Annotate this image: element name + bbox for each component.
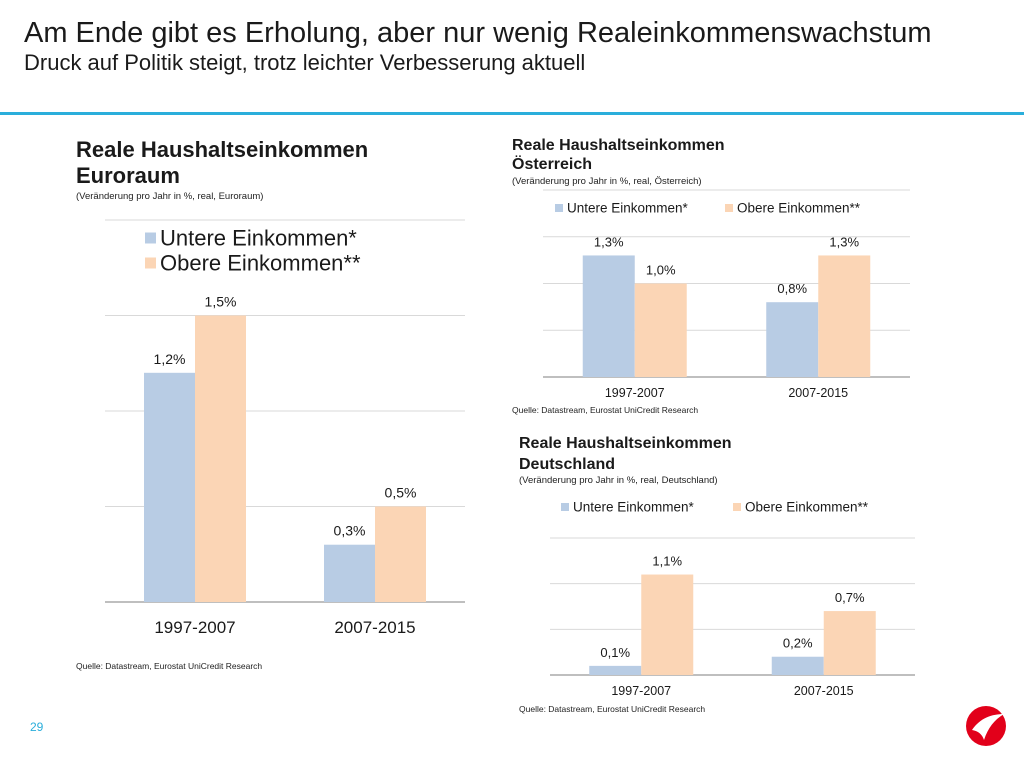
euro-legend-label-1: Obere Einkommen**: [160, 251, 361, 276]
euro-data-label-0-0: 1,2%: [154, 351, 186, 367]
de-category-label-0: 1997-2007: [611, 684, 671, 698]
euro-data-label-1-1: 0,5%: [385, 485, 417, 501]
euro-bar-lower-1: [324, 544, 375, 602]
chart-at-title-region: Österreich: [512, 156, 593, 173]
de-data-label-0-0: 0,1%: [600, 645, 630, 660]
euro-category-label-0: 1997-2007: [154, 618, 235, 637]
de-category-label-1: 2007-2015: [794, 684, 854, 698]
at-data-label-0-1: 0,8%: [777, 281, 807, 296]
page-subtitle: Druck auf Politik steigt, trotz leichter…: [24, 50, 586, 75]
page-title: Am Ende gibt es Erholung, aber nur wenig…: [24, 17, 932, 49]
de-data-label-1-0: 1,1%: [652, 554, 682, 569]
de-data-label-0-1: 0,2%: [783, 636, 813, 651]
de-bar-upper-1: [823, 611, 876, 675]
de-bar-lower-0: [589, 665, 642, 675]
chart-euro-title-region: Euroraum: [76, 163, 180, 188]
at-bar-upper-0: [634, 283, 687, 377]
unicredit-logo-icon: [966, 706, 1006, 746]
at-data-label-1-1: 1,3%: [829, 234, 859, 249]
de-legend-label-0: Untere Einkommen*: [573, 500, 695, 515]
chart-de-note: (Veränderung pro Jahr in %, real, Deutsc…: [519, 475, 718, 486]
chart-de-title-region: Deutschland: [519, 456, 616, 473]
at-bar-lower-0: [582, 255, 635, 377]
at-legend-label-0: Untere Einkommen*: [567, 201, 689, 216]
chart-at-note: (Veränderung pro Jahr in %, real, Österr…: [512, 176, 702, 187]
chart-de-source: Quelle: Datastream, Eurostat UniCredit R…: [519, 704, 706, 714]
chart-euro-source: Quelle: Datastream, Eurostat UniCredit R…: [76, 661, 263, 671]
euro-bar-upper-0: [195, 315, 246, 602]
euro-bar-upper-1: [375, 506, 426, 602]
page-number: 29: [30, 720, 44, 734]
euro-data-label-0-1: 0,3%: [334, 523, 366, 539]
at-bar-lower-1: [766, 302, 819, 377]
de-legend-label-1: Obere Einkommen**: [745, 500, 869, 515]
at-legend-label-1: Obere Einkommen**: [737, 201, 861, 216]
de-legend-swatch-1: [733, 503, 741, 511]
euro-category-label-1: 2007-2015: [334, 618, 415, 637]
euro-data-label-1-0: 1,5%: [205, 294, 237, 310]
at-data-label-0-0: 1,3%: [594, 234, 624, 249]
at-category-label-0: 1997-2007: [605, 386, 665, 400]
at-legend-swatch-1: [725, 204, 733, 212]
header-divider: [0, 112, 1024, 115]
at-category-label-1: 2007-2015: [788, 386, 848, 400]
chart-euro-note: (Veränderung pro Jahr in %, real, Eurora…: [76, 191, 264, 202]
chart-at-title: Reale Haushaltseinkommen: [512, 137, 725, 154]
de-bar-lower-1: [771, 656, 824, 675]
chart-de-title: Reale Haushaltseinkommen: [519, 435, 732, 452]
euro-bar-lower-0: [144, 372, 195, 602]
chart-euro-title: Reale Haushaltseinkommen: [76, 137, 369, 162]
euro-legend-swatch-1: [145, 257, 156, 269]
at-legend-swatch-0: [555, 204, 563, 212]
de-legend-swatch-0: [561, 503, 569, 511]
euro-legend-swatch-0: [145, 232, 156, 244]
de-bar-upper-0: [641, 574, 694, 675]
de-data-label-1-1: 0,7%: [835, 590, 865, 605]
at-bar-upper-1: [818, 255, 871, 377]
at-data-label-1-0: 1,0%: [646, 263, 676, 278]
euro-legend-label-0: Untere Einkommen*: [160, 226, 357, 251]
chart-at-source: Quelle: Datastream, Eurostat UniCredit R…: [512, 405, 699, 415]
